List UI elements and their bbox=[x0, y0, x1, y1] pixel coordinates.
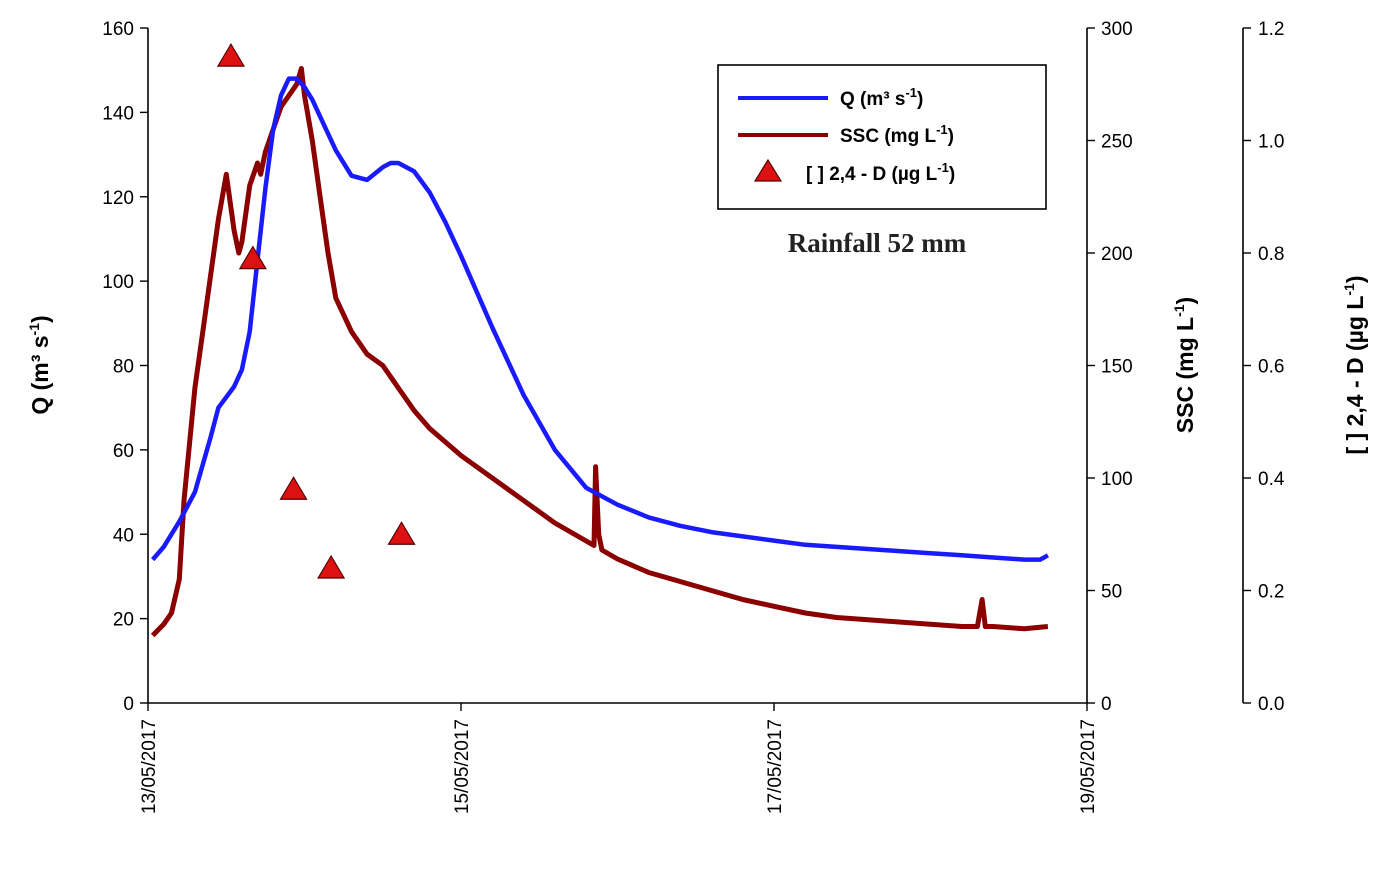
y-right2-tick-label: 0.4 bbox=[1258, 469, 1285, 490]
y-right1-tick-label: 250 bbox=[1101, 132, 1133, 153]
series-layer bbox=[150, 42, 1049, 638]
y-left-axis-title: Q (m³ s-1) bbox=[26, 315, 53, 414]
herbicide-point bbox=[238, 245, 267, 270]
y-right2-tick-label: 0.2 bbox=[1258, 582, 1284, 603]
y-right2-tick-label: 1.0 bbox=[1258, 132, 1284, 153]
legend-label-24d: [ ] 2,4 - D (µg L-1) bbox=[806, 160, 955, 185]
ssc-line bbox=[150, 66, 1049, 638]
y-left-tick-label: 100 bbox=[102, 272, 134, 293]
herbicide-point bbox=[279, 476, 308, 500]
y-left-tick-label: 140 bbox=[102, 103, 134, 124]
x-tick-label: 15/05/2017 bbox=[452, 719, 473, 814]
legend-label-ssc: SSC (mg L-1) bbox=[840, 122, 954, 147]
y-right1-tick-label: 200 bbox=[1101, 244, 1133, 265]
legend: Q (m³ s-1) SSC (mg L-1) [ ] 2,4 - D (µg … bbox=[717, 64, 1047, 210]
legend-label-q: Q (m³ s-1) bbox=[840, 85, 923, 110]
y-right2-tick-label: 0.6 bbox=[1258, 357, 1284, 378]
y-left-tick-label: 20 bbox=[113, 610, 134, 631]
y-left-tick-label: 160 bbox=[102, 19, 134, 40]
y-right2-tick-label: 0.8 bbox=[1258, 244, 1284, 265]
x-tick-label: 13/05/2017 bbox=[139, 719, 160, 814]
y-right1-tick-label: 150 bbox=[1101, 357, 1133, 378]
y-right1-tick-label: 300 bbox=[1101, 19, 1133, 40]
y-right1-axis-title: SSC (mg L-1) bbox=[1171, 297, 1198, 433]
herbicide-point bbox=[387, 521, 416, 545]
y-left-tick-label: 80 bbox=[113, 357, 134, 378]
axes: 0 20 40 60 80 100 120 140 160 0 50 100 150 200 250 300 0… bbox=[102, 19, 1285, 814]
herbicide-point bbox=[216, 42, 245, 67]
rainfall-annotation: Rainfall 52 mm bbox=[788, 228, 967, 258]
x-tick-label: 19/05/2017 bbox=[1078, 719, 1099, 814]
y-right1-tick-label: 0 bbox=[1101, 694, 1112, 715]
y-left-tick-label: 60 bbox=[113, 441, 134, 462]
herbicide-point bbox=[317, 554, 346, 579]
y-right2-axis-title: [ ] 2,4 - D (µg L-1) bbox=[1341, 275, 1368, 454]
y-right1-tick-label: 100 bbox=[1101, 469, 1133, 490]
discharge-line bbox=[150, 76, 1049, 562]
y-right2-tick-label: 1.2 bbox=[1258, 19, 1284, 40]
y-left-tick-label: 40 bbox=[113, 525, 134, 546]
y-left-tick-label: 120 bbox=[102, 188, 134, 209]
x-tick-label: 17/05/2017 bbox=[765, 719, 786, 814]
y-left-tick-label: 0 bbox=[123, 694, 134, 715]
legend-swatch-24d bbox=[753, 158, 783, 182]
y-right1-tick-label: 50 bbox=[1101, 582, 1122, 603]
y-right2-tick-label: 0.0 bbox=[1258, 694, 1284, 715]
